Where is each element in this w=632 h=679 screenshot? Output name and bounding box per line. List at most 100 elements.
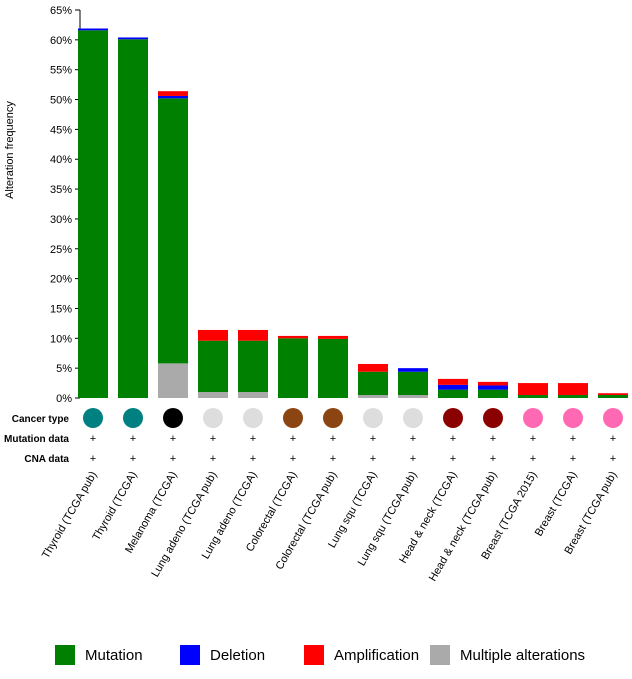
bar-segment-multiple-alterations[interactable] (198, 392, 228, 398)
bar-segment-mutation[interactable] (358, 371, 388, 396)
cancer-type-dot[interactable] (323, 408, 343, 428)
bar-segment-deletion[interactable] (438, 384, 468, 390)
mutation-data-mark: + (410, 433, 416, 445)
cna-data-mark: + (370, 453, 376, 465)
bar-segment-deletion[interactable] (478, 385, 508, 390)
mutation-data-mark: + (490, 433, 496, 445)
y-axis: 0% 5% 10% 15% 20% 25% 30% 35% 40% 45% 50% 55% 60% 65% (50, 5, 81, 405)
cna-data-row-label: CNA data (24, 454, 69, 465)
cna-data-mark: + (570, 453, 576, 465)
legend-swatch-multiple-alterations (430, 645, 450, 665)
bar-segment-mutation[interactable] (318, 338, 348, 398)
cancer-type-dot[interactable] (283, 408, 303, 428)
mutation-data-mark: + (530, 433, 536, 445)
legend-label-deletion: Deletion (210, 646, 266, 664)
cancer-type-row-label: Cancer type (12, 414, 70, 425)
category-label: Breast (TCGA) (533, 470, 580, 539)
cna-data-mark: + (490, 453, 496, 465)
cancer-type-dot[interactable] (563, 408, 583, 428)
mutation-data-mark: + (130, 433, 136, 445)
bar-segment-mutation[interactable] (438, 389, 468, 398)
bar-segment-mutation[interactable] (478, 389, 508, 398)
cancer-type-dot[interactable] (203, 408, 223, 428)
bar-segment-amplification[interactable] (478, 381, 508, 386)
y-tick-label: 20% (50, 274, 72, 286)
bar-segment-deletion[interactable] (398, 368, 428, 372)
y-tick-label: 10% (50, 333, 72, 345)
cancer-type-dot[interactable] (243, 408, 263, 428)
cancer-type-dot[interactable] (443, 408, 463, 428)
bar-segment-mutation[interactable] (198, 340, 228, 393)
bar-segment-amplification[interactable] (238, 329, 268, 341)
y-tick-label: 60% (50, 35, 72, 47)
mutation-data-mark: + (330, 433, 336, 445)
legend-label-multiple-alterations: Multiple alterations (460, 646, 586, 664)
mutation-data-mark: + (290, 433, 296, 445)
bar-segment-multiple-alterations[interactable] (158, 363, 188, 398)
y-tick-label: 45% (50, 124, 72, 136)
cancer-type-dot[interactable] (363, 408, 383, 428)
cna-data-mark: + (130, 453, 136, 465)
bar-segment-mutation[interactable] (118, 39, 148, 398)
bar-segment-deletion[interactable] (78, 28, 108, 31)
category-label: Thyroid (TCGA pub) (40, 470, 100, 561)
legend-item-deletion: Deletion (180, 644, 265, 666)
bars (78, 28, 628, 399)
cancer-type-dot[interactable] (403, 408, 423, 428)
cancer-type-dot[interactable] (603, 408, 623, 428)
legend-label-mutation: Mutation (85, 646, 143, 664)
bar-segment-amplification[interactable] (198, 329, 228, 341)
mutation-data-mark: + (570, 433, 576, 445)
bar-segment-amplification[interactable] (318, 335, 348, 339)
bar-segment-mutation[interactable] (278, 338, 308, 398)
bar-segment-multiple-alterations[interactable] (398, 395, 428, 398)
bar-segment-mutation[interactable] (78, 30, 108, 399)
mutation-data-mark: + (610, 433, 616, 445)
y-tick-label: 50% (50, 95, 72, 107)
bar-segment-amplification[interactable] (598, 393, 628, 396)
cancer-type-dot[interactable] (483, 408, 503, 428)
bar-segment-mutation[interactable] (518, 395, 548, 398)
cna-data-mark: + (610, 453, 616, 465)
mutation-data-mark: + (210, 433, 216, 445)
bar-segment-amplification[interactable] (558, 383, 588, 396)
legend-item-multiple-alterations: Multiple alterations (430, 644, 585, 666)
bar-segment-mutation[interactable] (598, 395, 628, 398)
legend-swatch-deletion (180, 645, 200, 665)
legend-item-mutation: Mutation (55, 644, 143, 666)
cancer-type-dot[interactable] (83, 408, 103, 428)
cna-data-mark: + (90, 453, 96, 465)
cancer-type-dot[interactable] (123, 408, 143, 428)
legend-label-amplification: Amplification (334, 646, 420, 664)
cancer-type-dot[interactable] (163, 408, 183, 428)
mutation-data-row-label: Mutation data (4, 434, 69, 445)
category-labels: Thyroid (TCGA pub)Thyroid (TCGA)Melanoma… (40, 470, 620, 584)
y-tick-label: 65% (50, 5, 72, 17)
bar-segment-amplification[interactable] (438, 378, 468, 385)
bar-segment-deletion[interactable] (118, 37, 148, 40)
cna-data-mark: + (250, 453, 256, 465)
cancer-type-dot[interactable] (523, 408, 543, 428)
legend-item-amplification: Amplification (304, 644, 419, 666)
category-label: Head & neck (TCGA pub) (427, 470, 500, 584)
bar-segment-amplification[interactable] (518, 383, 548, 396)
bar-segment-multiple-alterations[interactable] (238, 392, 268, 398)
cna-data-mark: + (290, 453, 296, 465)
y-tick-label: 25% (50, 244, 72, 256)
y-tick-label: 55% (50, 65, 72, 77)
bar-segment-amplification[interactable] (358, 363, 388, 372)
bar-segment-multiple-alterations[interactable] (358, 395, 388, 398)
bar-segment-mutation[interactable] (238, 340, 268, 393)
mutation-data-mark: + (170, 433, 176, 445)
bar-segment-mutation[interactable] (398, 371, 428, 396)
bar-segment-amplification[interactable] (158, 91, 188, 96)
y-tick-label: 0% (56, 393, 72, 405)
bar-segment-mutation[interactable] (158, 98, 188, 364)
legend-swatch-amplification (304, 645, 324, 665)
bar-segment-deletion[interactable] (158, 95, 188, 99)
bar-segment-amplification[interactable] (278, 335, 308, 339)
y-tick-label: 40% (50, 154, 72, 166)
cna-data-mark: + (450, 453, 456, 465)
bar-segment-mutation[interactable] (558, 395, 588, 398)
alteration-frequency-chart: 0% 5% 10% 15% 20% 25% 30% 35% 40% 45% 50% 55% 60% 65%… (4, 5, 628, 584)
